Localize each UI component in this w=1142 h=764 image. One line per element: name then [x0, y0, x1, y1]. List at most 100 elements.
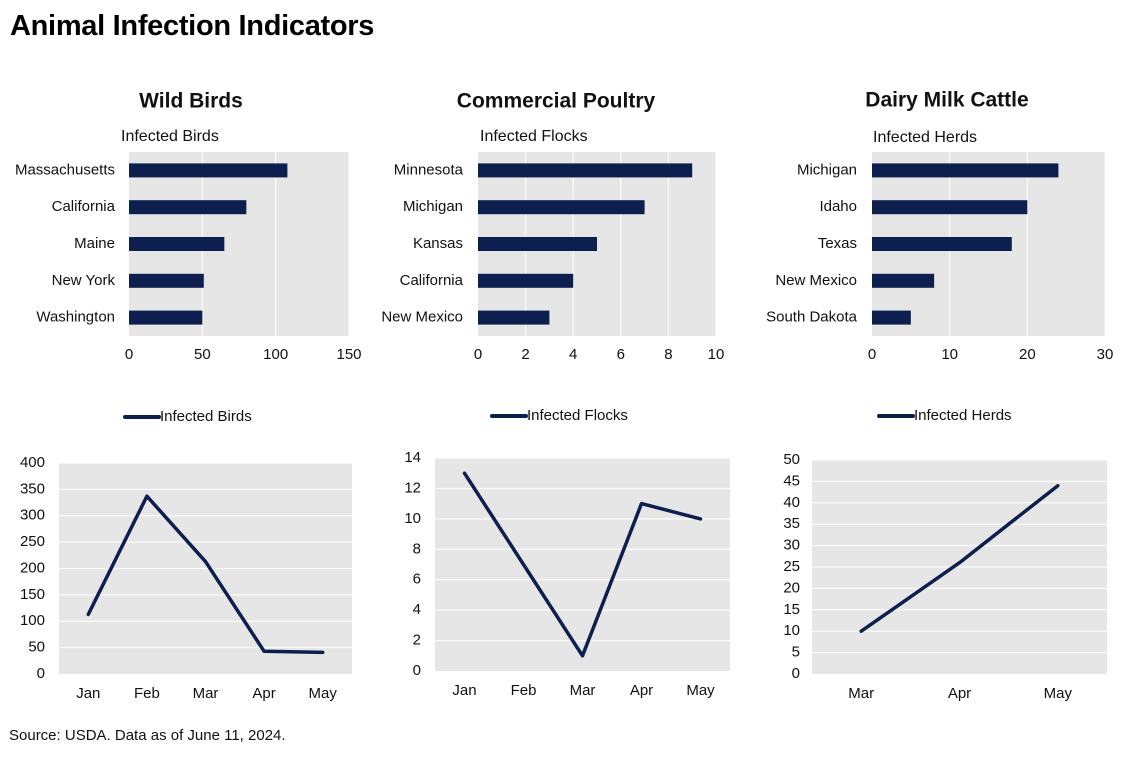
y-tick-label: 40	[783, 494, 800, 511]
bar	[478, 310, 550, 325]
x-tick-label: 0	[474, 346, 482, 363]
y-tick-label: 45	[783, 472, 800, 489]
category-label: New York	[52, 272, 116, 289]
bar	[872, 163, 1059, 178]
bar	[872, 273, 935, 288]
x-tick-label: Jan	[452, 682, 476, 699]
legend-label: Infected Herds	[914, 407, 1012, 424]
bar	[129, 310, 203, 325]
y-tick-label: 50	[28, 639, 45, 656]
category-label: Texas	[818, 235, 857, 252]
chart-title: Wild Birds	[139, 90, 243, 113]
x-tick-label: Apr	[630, 682, 653, 699]
y-tick-label: 8	[413, 540, 421, 557]
bar	[129, 200, 247, 215]
legend-label: Infected Flocks	[527, 407, 628, 424]
y-tick-label: 200	[20, 559, 45, 576]
series-line	[462, 471, 703, 658]
y-tick-label: 15	[783, 601, 800, 618]
category-label: South Dakota	[766, 309, 858, 326]
x-tick-label: 10	[708, 346, 725, 363]
x-tick-label: 8	[664, 346, 672, 363]
x-tick-label: Apr	[252, 685, 275, 702]
y-tick-label: 5	[792, 644, 800, 661]
category-label: California	[52, 198, 116, 215]
x-tick-label: 20	[1019, 346, 1036, 363]
x-tick-label: Mar	[848, 685, 874, 702]
bar	[478, 273, 574, 288]
series-line	[859, 483, 1060, 633]
x-tick-label: 4	[569, 346, 577, 363]
y-tick-label: 12	[404, 479, 421, 496]
category-label: Maine	[74, 235, 115, 252]
y-tick-label: 150	[20, 586, 45, 603]
y-tick-label: 300	[20, 507, 45, 524]
x-tick-label: Mar	[570, 682, 596, 699]
y-tick-label: 400	[20, 454, 45, 471]
line-chart: Infected Birds 0 50 100 150 200 250 300 350 400 Ja…	[20, 408, 352, 702]
chart-axis-label: Infected Flocks	[480, 128, 588, 145]
y-tick-label: 6	[413, 571, 421, 588]
x-tick-label: Jan	[76, 685, 100, 702]
category-label: New Mexico	[381, 309, 463, 326]
x-tick-label: 0	[125, 346, 133, 363]
plot-area	[435, 458, 730, 671]
bar	[478, 200, 645, 215]
x-tick-label: May	[309, 685, 338, 702]
bar	[129, 163, 288, 178]
y-tick-label: 0	[792, 665, 800, 682]
y-tick-label: 30	[783, 537, 800, 554]
bar	[478, 163, 693, 178]
y-tick-label: 2	[413, 632, 421, 649]
x-tick-label: Feb	[134, 685, 160, 702]
category-label: Washington	[36, 309, 115, 326]
y-tick-label: 10	[404, 510, 421, 527]
y-tick-label: 14	[404, 449, 421, 466]
category-label: Michigan	[797, 161, 857, 178]
y-tick-label: 4	[413, 601, 421, 618]
category-label: Michigan	[403, 198, 463, 215]
page-title: Animal Infection Indicators	[10, 10, 375, 42]
bar	[872, 200, 1028, 215]
chart-title: Commercial Poultry	[457, 90, 656, 113]
x-tick-label: 100	[263, 346, 288, 363]
category-label: Minnesota	[394, 161, 464, 178]
x-tick-label: May	[686, 682, 715, 699]
bar-chart: Wild Birds Infected Birds 0 50 100 150 Massach…	[15, 90, 362, 363]
y-tick-label: 100	[20, 612, 45, 629]
y-tick-label: 250	[20, 533, 45, 550]
y-tick-label: 20	[783, 579, 800, 596]
bar-chart: Commercial Poultry Infected Flocks 0 2 4 6 8 10…	[381, 90, 724, 363]
y-tick-label: 0	[413, 662, 421, 679]
line-chart: Infected Flocks 0 2 4 6 8 10 12 14 Jan Feb Mar Apr Ma…	[404, 407, 730, 699]
bar	[872, 310, 911, 325]
y-tick-label: 35	[783, 515, 800, 532]
y-tick-label: 350	[20, 480, 45, 497]
x-tick-label: Feb	[511, 682, 537, 699]
line-chart: Infected Herds 0 5 10 15 20 25 30 35 40 45 50 Mar Apr…	[783, 407, 1107, 702]
bar	[872, 237, 1012, 251]
bar	[129, 273, 204, 288]
y-tick-label: 25	[783, 558, 800, 575]
y-tick-label: 0	[37, 665, 45, 682]
x-tick-label: 10	[941, 346, 958, 363]
x-tick-label: 0	[868, 346, 876, 363]
x-tick-label: May	[1044, 685, 1073, 702]
chart-axis-label: Infected Birds	[121, 128, 219, 145]
category-label: Kansas	[413, 235, 463, 252]
x-tick-label: 30	[1097, 346, 1114, 363]
y-tick-label: 50	[783, 451, 800, 468]
bar	[478, 237, 597, 251]
chart-axis-label: Infected Herds	[873, 129, 977, 146]
x-tick-label: 50	[194, 346, 211, 363]
category-label: New Mexico	[775, 272, 857, 289]
category-label: Massachusetts	[15, 161, 115, 178]
x-tick-label: 2	[521, 346, 529, 363]
source-note: Source: USDA. Data as of June 11, 2024.	[9, 727, 286, 744]
bar	[129, 237, 225, 251]
x-tick-label: Mar	[193, 685, 219, 702]
x-tick-label: Apr	[948, 685, 971, 702]
y-tick-label: 10	[783, 622, 800, 639]
category-label: California	[400, 272, 464, 289]
